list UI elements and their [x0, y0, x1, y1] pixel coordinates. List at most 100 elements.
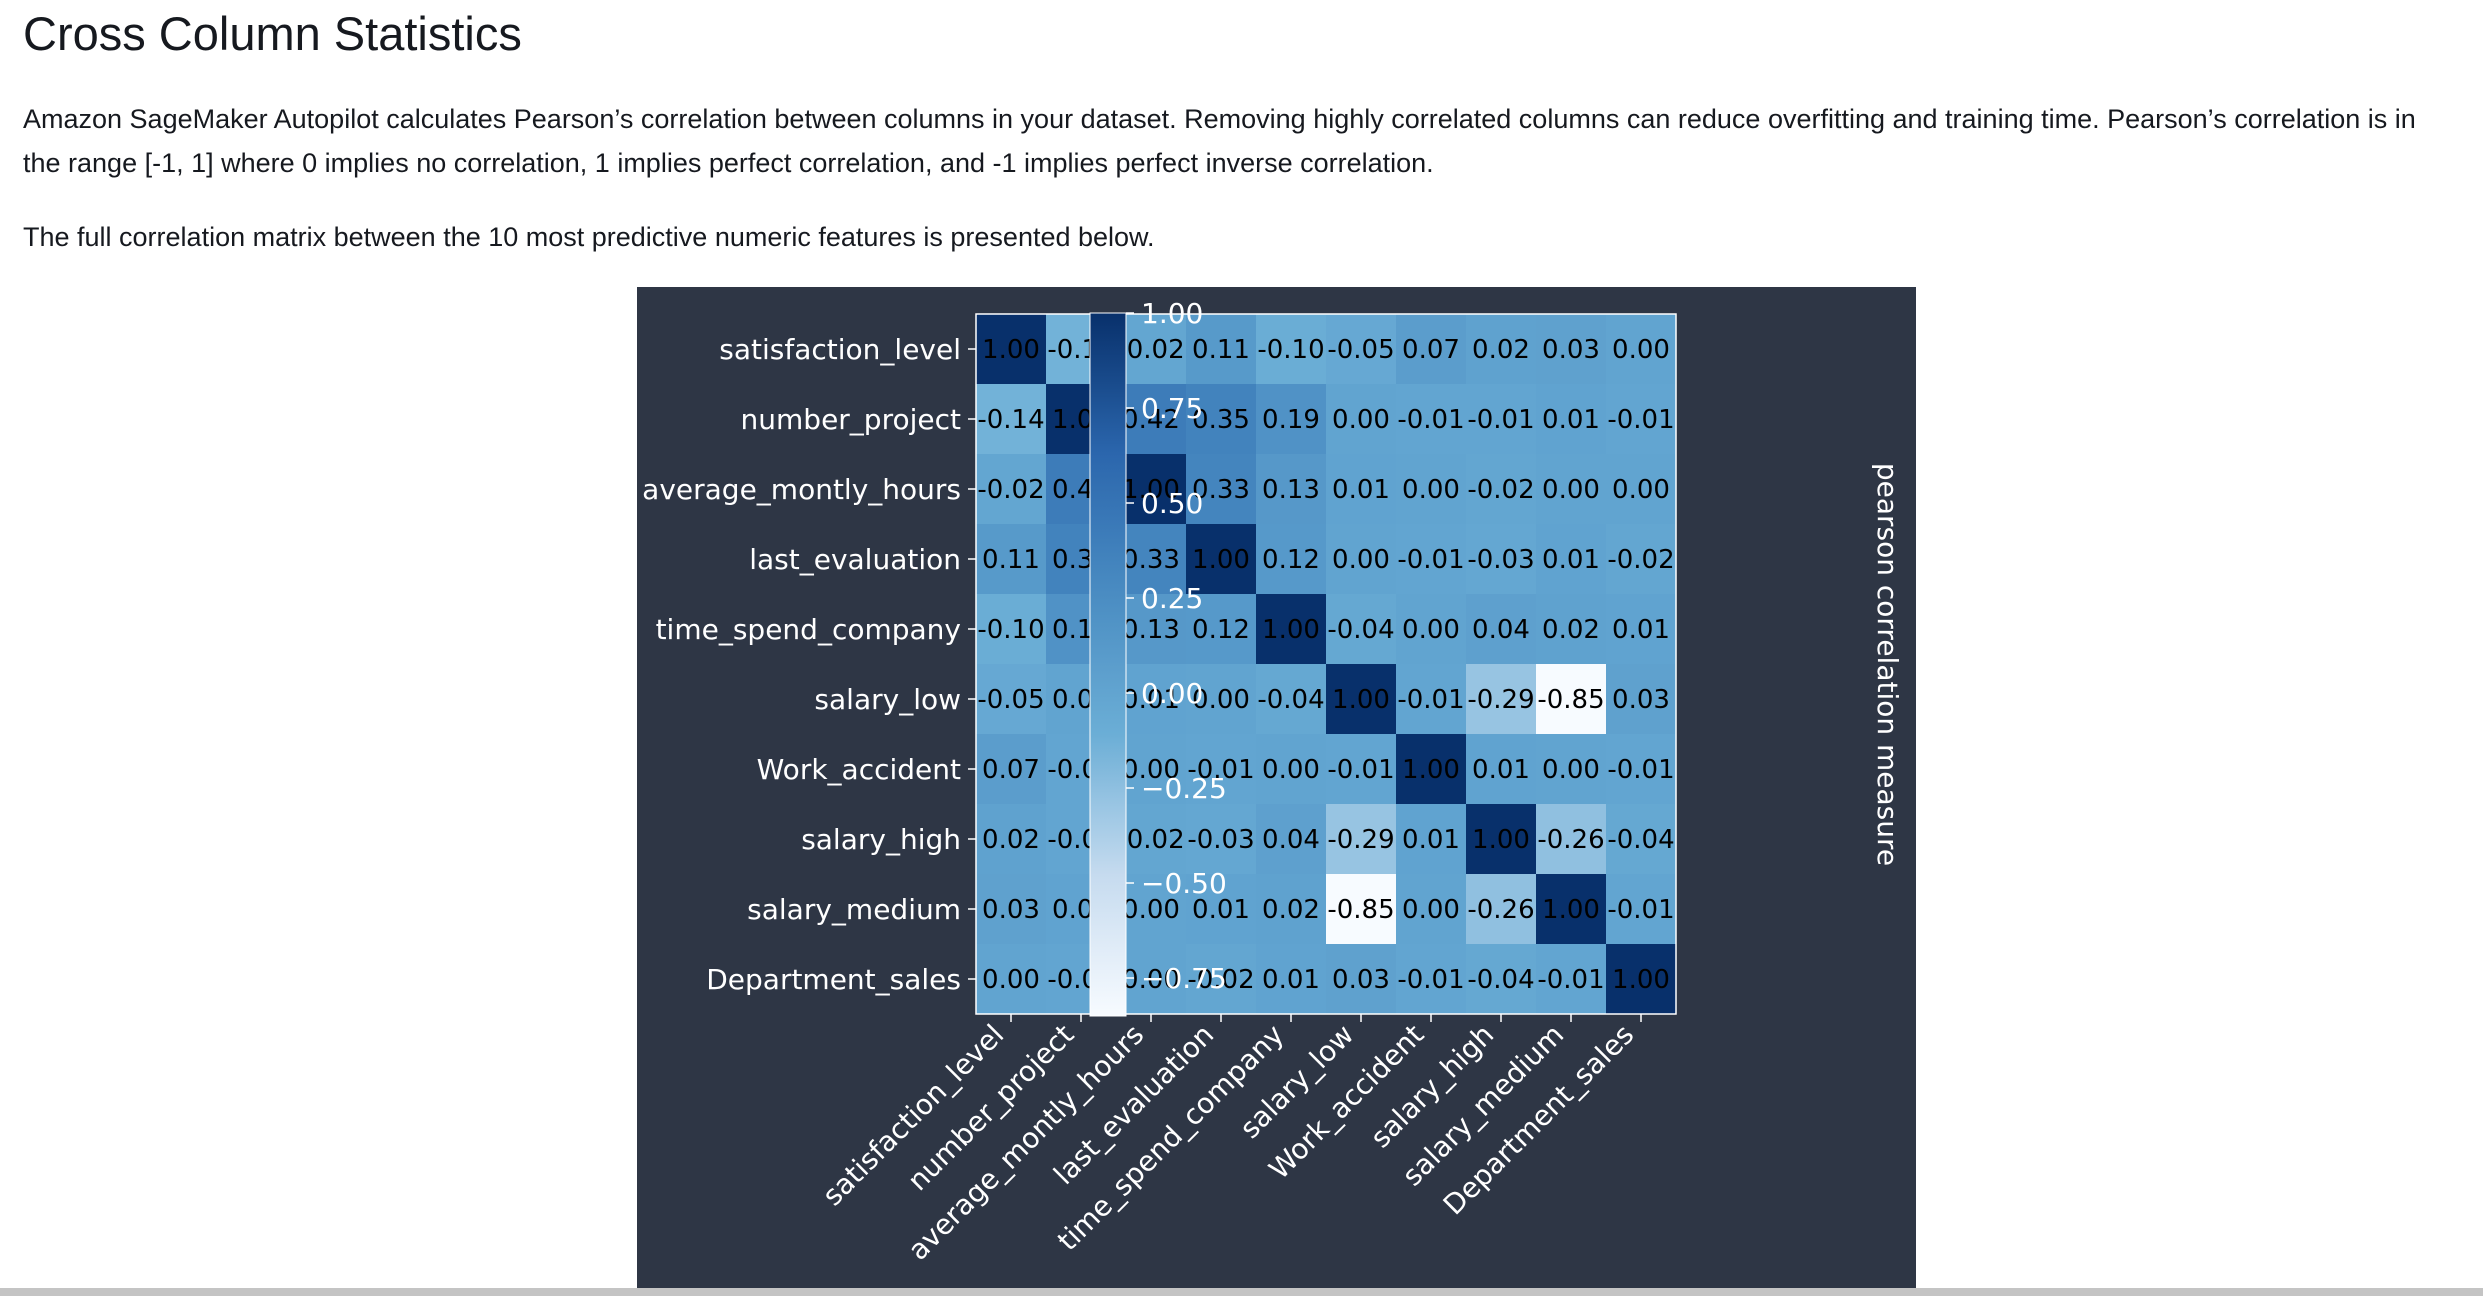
heatmap-cell [1396, 874, 1466, 944]
y-tick-label: time_spend_company [656, 613, 961, 646]
cell-value-label: 0.00 [1402, 615, 1460, 645]
colorbar-tick-label: −0.75 [1141, 962, 1227, 995]
heatmap-cell [1466, 594, 1536, 664]
cell-value-label: -0.01 [1607, 755, 1674, 785]
cell-value-label: 1.00 [1612, 965, 1670, 995]
cell-value-label: -0.01 [1467, 405, 1534, 435]
cell-value-label: -0.03 [1187, 825, 1254, 855]
cell-value-label: -0.01 [1397, 685, 1464, 715]
cell-value-label: 1.00 [982, 335, 1040, 365]
heatmap-cell [1256, 944, 1326, 1014]
heatmap-cell [1606, 454, 1676, 524]
heatmap-cell [1606, 944, 1676, 1014]
colorbar-tick-label: −0.50 [1141, 867, 1227, 900]
cell-value-label: 0.33 [1122, 545, 1180, 575]
heatmap-cell [1396, 384, 1466, 454]
cell-value-label: -0.04 [1467, 965, 1534, 995]
heatmap-cell [976, 524, 1046, 594]
cell-value-label: 0.19 [1262, 405, 1320, 435]
cell-value-label: -0.04 [1327, 615, 1394, 645]
heatmap-cell [1466, 454, 1536, 524]
heatmap-cell [1606, 594, 1676, 664]
cell-value-label: 0.13 [1122, 615, 1180, 645]
cell-value-label: 0.13 [1262, 475, 1320, 505]
cell-value-label: -0.02 [1467, 475, 1534, 505]
cell-value-label: 0.01 [1472, 755, 1530, 785]
heatmap-cell [1606, 664, 1676, 734]
heatmap-cell [1396, 454, 1466, 524]
cell-value-label: 0.00 [1612, 475, 1670, 505]
cell-value-label: 0.00 [1332, 405, 1390, 435]
y-tick-label: satisfaction_level [719, 333, 961, 366]
heatmap-cell [976, 664, 1046, 734]
cell-value-label: -0.85 [1327, 895, 1394, 925]
cell-value-label: -0.29 [1467, 685, 1534, 715]
heatmap-cell [1466, 804, 1536, 874]
cell-value-label: 0.02 [1542, 615, 1600, 645]
heatmap-cell [1536, 734, 1606, 804]
heatmap-cell [1326, 524, 1396, 594]
correlation-heatmap: 1.00 -0.14 -0.02 0.11 -0.10 -0.05 0.07 0.02 0.03… [642, 297, 1904, 1267]
heatmap-cell [1186, 454, 1256, 524]
heatmap-cell [1396, 734, 1466, 804]
heatmap-cell [1256, 524, 1326, 594]
heatmap-cell [1186, 874, 1256, 944]
heatmap-cell [1186, 944, 1256, 1014]
cell-value-label: -0.01 [1397, 405, 1464, 435]
heatmap-cell [976, 454, 1046, 524]
intro-paragraph: Amazon SageMaker Autopilot calculates Pe… [23, 104, 2416, 178]
heatmap-cell [1326, 944, 1396, 1014]
cell-value-label: -0.05 [977, 685, 1044, 715]
correlation-heatmap-figure: 1.00 -0.14 -0.02 0.11 -0.10 -0.05 0.07 0.02 0.03… [637, 287, 1916, 1292]
cell-value-label: -0.03 [1467, 545, 1534, 575]
y-tick-label: average_montly_hours [642, 473, 961, 506]
cell-value-label: 0.00 [1542, 755, 1600, 785]
cell-value-label: 0.00 [1402, 475, 1460, 505]
cell-value-label: -0.02 [977, 475, 1044, 505]
matrix-note: The full correlation matrix between the … [23, 222, 1155, 252]
cell-value-label: -0.01 [1397, 545, 1464, 575]
y-tick-label: last_evaluation [749, 543, 961, 576]
cell-value-label: 1.00 [1332, 685, 1390, 715]
heatmap-cell [1396, 944, 1466, 1014]
cell-value-label: -0.01 [1187, 755, 1254, 785]
heatmap-cell [1326, 314, 1396, 384]
heatmap-cell [1186, 314, 1256, 384]
heatmap-cell [976, 314, 1046, 384]
cell-value-label: 0.01 [1542, 545, 1600, 575]
heatmap-cell [1326, 734, 1396, 804]
heatmap-cell [976, 384, 1046, 454]
heatmap-cell [1186, 384, 1256, 454]
y-tick-label: salary_low [814, 683, 961, 716]
y-tick-label: Work_accident [757, 753, 961, 786]
heatmap-frame [975, 313, 1677, 1015]
cell-value-label: 0.00 [1192, 685, 1250, 715]
cell-value-label: -0.02 [1117, 825, 1184, 855]
heatmap-cell [1186, 524, 1256, 594]
heatmap-cell [1606, 804, 1676, 874]
heatmap-cell [1396, 314, 1466, 384]
heatmap-cell [1256, 734, 1326, 804]
cell-value-label: -0.02 [1187, 965, 1254, 995]
heatmap-cell [976, 804, 1046, 874]
heatmap-cell [1606, 384, 1676, 454]
cell-value-label: 0.03 [1612, 685, 1670, 715]
cell-value-label: -0.01 [1537, 965, 1604, 995]
heatmap-cell [976, 944, 1046, 1014]
heatmap-cell [1396, 664, 1466, 734]
cell-value-label: 0.01 [1122, 685, 1180, 715]
cell-value-label: -0.02 [1117, 335, 1184, 365]
heatmap-cell [1606, 314, 1676, 384]
cell-value-label: 1.00 [1542, 895, 1600, 925]
heatmap-cell [1396, 524, 1466, 594]
cell-value-label: 1.00 [1262, 615, 1320, 645]
heatmap-cell [1186, 734, 1256, 804]
cell-value-label: 0.03 [1332, 965, 1390, 995]
horizontal-scrollbar[interactable] [0, 1288, 2483, 1296]
heatmap-cell [976, 734, 1046, 804]
cell-value-label: -0.01 [1397, 965, 1464, 995]
heatmap-cell [1536, 944, 1606, 1014]
heatmap-cell [1116, 384, 1186, 454]
cell-value-label: 0.02 [1472, 335, 1530, 365]
heatmap-cell [1326, 454, 1396, 524]
